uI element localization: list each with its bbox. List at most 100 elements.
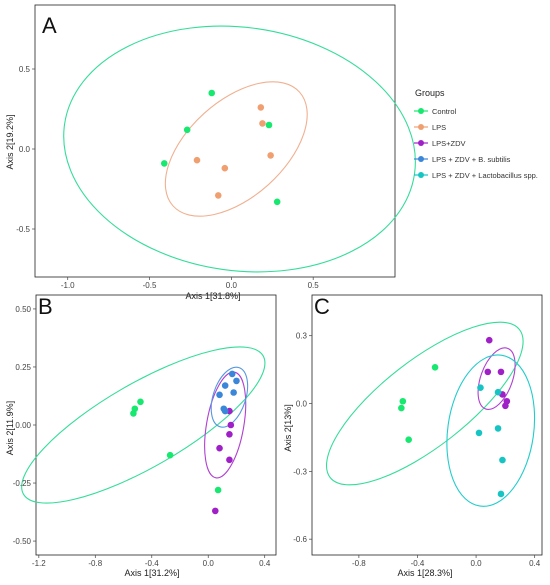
panel-a-point-lps xyxy=(193,156,201,164)
panel-b-x-tick-label: -1.2 xyxy=(32,559,46,568)
panel-a-x-tick-label: -0.5 xyxy=(143,281,157,290)
panel-a-y-tick-label: 0.0 xyxy=(19,145,31,154)
panel-a-frame xyxy=(34,4,396,278)
panel-c-plot-layer: -0.8 -0.4 0.0 0.4 0.3 0.0 -0.3 -0.6 xyxy=(293,321,541,568)
panel-c-ellipse-lps-zdv-lactobacillus-spp xyxy=(446,354,536,507)
panel-b-point-lps-zdv xyxy=(211,507,219,515)
panel-b-y-tick-label: -0.50 xyxy=(13,537,32,546)
panel-b-ellipse-lps-zdv-b-subtilis xyxy=(210,366,249,428)
panel-a-point-control xyxy=(273,198,281,206)
panel-a-y-tick-label: 0.5 xyxy=(19,65,31,74)
panel-b-point-control xyxy=(214,486,222,494)
panel-c-x-tick-label: 0.0 xyxy=(471,559,483,568)
panel-b-point-lps-zdv xyxy=(227,421,235,429)
panel-c-point-lps-zdv-lactobacillus-spp xyxy=(494,388,502,396)
legend-marker-lps-zdv-b-subtilis xyxy=(418,156,424,162)
panel-a-ellipse-lps xyxy=(164,81,308,217)
panel-b-x-axis-title: Axis 1[31.2%] xyxy=(124,568,179,578)
panel-c-point-control xyxy=(399,397,407,405)
panel-c-y-tick-label: 0.0 xyxy=(296,400,308,409)
panel-c-point-lps-zdv-lactobacillus-spp xyxy=(475,429,483,437)
panel-a-x-tick-label: 0.5 xyxy=(308,281,320,290)
panel-b-point-lps-zdv-b-subtilis xyxy=(233,377,240,385)
panel-b-x-tick-label: -0.8 xyxy=(88,559,102,568)
panel-c-point-lps-zdv-lactobacillus-spp xyxy=(499,456,506,464)
panel-b-point-lps-zdv-b-subtilis xyxy=(221,407,229,415)
panel-a-point-lps xyxy=(257,104,265,111)
legend-marker-control xyxy=(418,108,424,114)
legend-marker-lps-zdv xyxy=(418,140,424,146)
panel-b-point-lps-zdv-b-subtilis xyxy=(228,370,236,378)
panel-c-y-tick-label: 0.3 xyxy=(296,332,308,341)
panel-c-frame xyxy=(311,294,543,556)
panel-b-letter: B xyxy=(38,294,53,319)
panel-a-plot-layer: -1.0 -0.5 0.0 0.5 0.5 0.0 -0.5 xyxy=(16,25,416,290)
panel-b-point-lps-zdv-b-subtilis xyxy=(216,391,223,399)
panel-c-x-tick-label: -0.8 xyxy=(352,559,366,568)
panel-c-x-tick-label: 0.4 xyxy=(529,559,541,568)
panel-a-x-axis-title: Axis 1[31.8%] xyxy=(185,291,240,301)
legend-label-lps-zdv: LPS+ZDV xyxy=(432,139,466,148)
legend-title: Groups xyxy=(415,88,445,98)
panel-b-y-tick-label: 0.00 xyxy=(15,421,31,430)
panel-b-point-control xyxy=(130,410,137,417)
panel-c-point-lps-zdv xyxy=(497,368,505,376)
panel-b-point-control xyxy=(137,398,144,406)
panel-b-ellipse-control xyxy=(21,346,266,504)
panel-a-letter: A xyxy=(42,13,57,38)
panel-b-y-tick-label: 0.50 xyxy=(15,305,31,314)
panel-a-y-tick-label: -0.5 xyxy=(16,225,30,234)
panel-a-ellipse-control xyxy=(63,25,416,273)
panel-c-ellipse-control xyxy=(325,321,524,486)
panel-a-point-control xyxy=(183,126,191,134)
panel-c-point-control xyxy=(398,404,405,412)
panel-b-y-axis-title: Axis 2[11.9%] xyxy=(5,401,15,455)
panel-a-point-control xyxy=(160,160,168,167)
panel-c-y-axis-title: Axis 2[13%] xyxy=(283,404,293,452)
panel-c-x-tick-label: -0.4 xyxy=(411,559,425,568)
panel-c-x-axis-title: Axis 1[28.3%] xyxy=(397,568,452,578)
panel-c: C Axis 1[28.3%] Axis 2[13%] -0.8 -0.4 0.0 0… xyxy=(283,294,543,578)
legend-label-lps-zdv-lactobacillus-spp: LPS + ZDV + Lactobacillus spp. xyxy=(432,171,538,180)
legend: Groups Control LPS LPS+ZDV LPS + ZDV + B. s… xyxy=(414,88,538,180)
panel-b-point-lps-zdv xyxy=(226,456,233,464)
panel-b-point-lps-zdv-b-subtilis xyxy=(221,382,229,389)
panel-a: A Axis 1[31.8%] Axis 2[19.2%] -1.0 -0.5 0.… xyxy=(5,4,416,301)
legend-marker-lps xyxy=(418,124,424,130)
panel-a-x-tick-label: -1.0 xyxy=(61,281,75,290)
legend-items: Control LPS LPS+ZDV LPS + ZDV + B. subtilis… xyxy=(414,107,538,180)
panel-b-x-tick-label: 0.4 xyxy=(259,559,271,568)
panel-a-point-lps xyxy=(214,192,222,199)
panel-a-point-lps xyxy=(267,152,274,159)
panel-c-y-tick-label: -0.3 xyxy=(293,467,307,476)
panel-b-y-tick-label: -0.25 xyxy=(13,479,32,488)
panel-c-ellipse-lps-zdv xyxy=(477,347,516,410)
panel-b: B Axis 1[31.2%] Axis 2[11.9%] -1.2 -0.8 -0… xyxy=(5,294,277,578)
legend-marker-lps-zdv-lactobacillus-spp xyxy=(418,172,424,178)
panel-a-point-lps xyxy=(221,164,229,172)
panel-c-point-control xyxy=(431,364,439,371)
panel-a-y-axis-title: Axis 2[19.2%] xyxy=(5,114,15,169)
legend-label-lps-zdv-b-subtilis: LPS + ZDV + B. subtilis xyxy=(432,155,511,164)
legend-label-control: Control xyxy=(432,107,457,116)
panel-c-point-lps-zdv xyxy=(485,336,493,344)
panel-a-point-lps xyxy=(259,120,266,127)
panel-b-x-tick-label: -0.4 xyxy=(145,559,159,568)
panel-b-point-lps-zdv xyxy=(216,444,223,452)
panel-c-y-tick-label: -0.6 xyxy=(293,535,307,544)
panel-b-x-tick-label: 0.0 xyxy=(203,559,215,568)
panel-a-point-control xyxy=(265,121,273,129)
panel-a-x-tick-label: 0.0 xyxy=(226,281,238,290)
panel-b-plot-layer: -1.2 -0.8 -0.4 0.0 0.4 0.50 0.25 0.00 -0.25 -0.50 xyxy=(13,305,271,568)
legend-label-lps: LPS xyxy=(432,123,446,132)
panel-c-point-lps-zdv xyxy=(484,368,492,376)
panel-b-point-control xyxy=(166,451,174,459)
panel-c-point-lps-zdv-lactobacillus-spp xyxy=(497,490,505,498)
panel-c-point-lps-zdv-lactobacillus-spp xyxy=(477,384,484,391)
panel-b-point-lps-zdv-b-subtilis xyxy=(230,389,237,396)
panel-c-point-control xyxy=(405,436,412,443)
panel-a-point-control xyxy=(208,89,216,97)
panel-c-point-lps-zdv-lactobacillus-spp xyxy=(494,425,502,432)
